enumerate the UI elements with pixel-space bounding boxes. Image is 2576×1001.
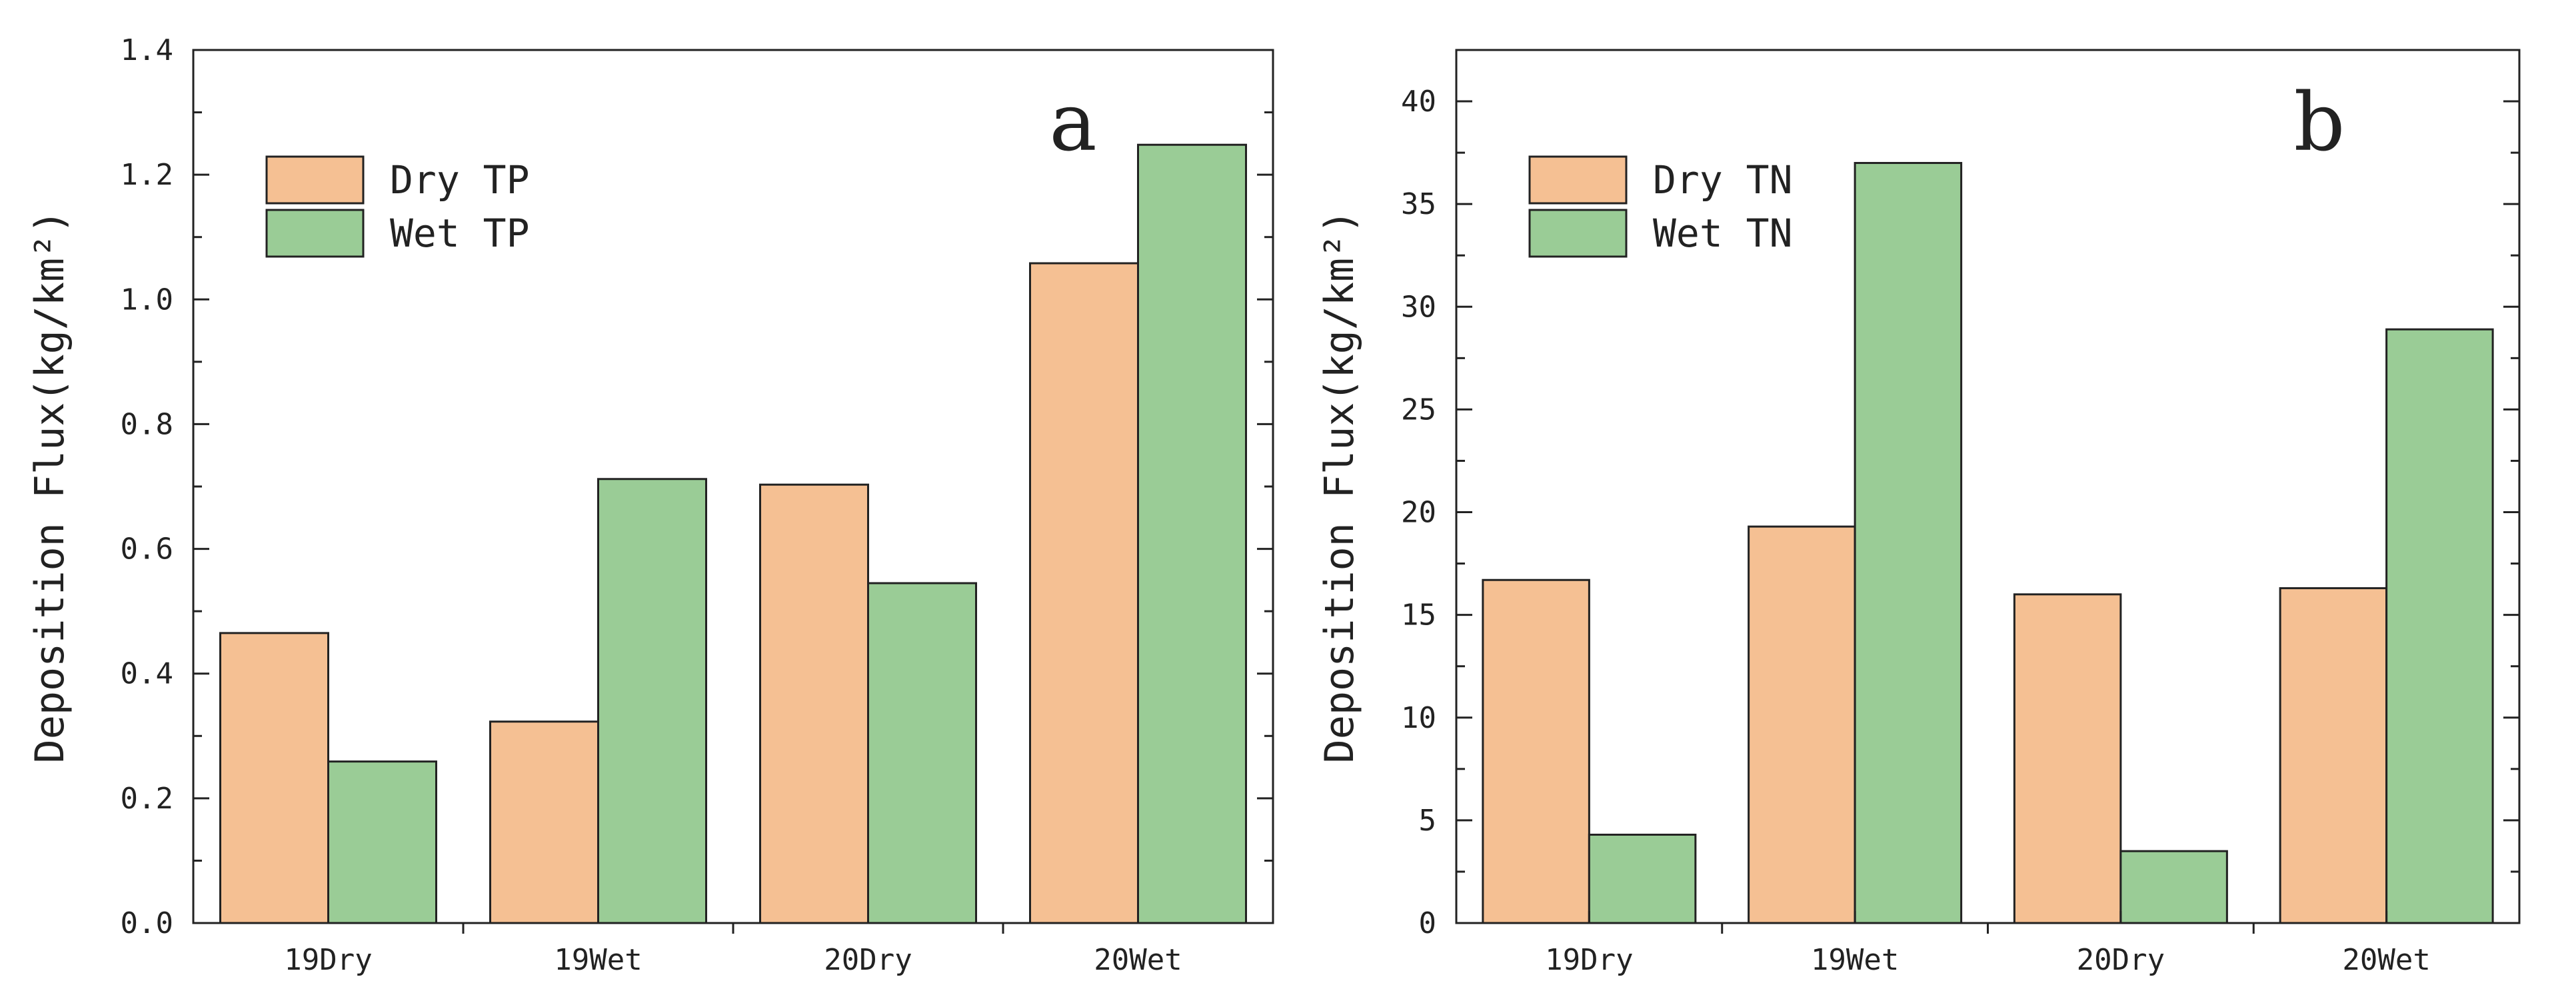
y-tick-label: 30: [1401, 290, 1436, 324]
bar-dry-tn-19wet: [1748, 525, 1856, 924]
bar-wet-tp-19dry: [327, 760, 437, 924]
y-tick-label: 1.2: [121, 158, 173, 192]
y-tick-label: 40: [1401, 85, 1436, 119]
bar-wet-tn-20dry: [2119, 850, 2228, 924]
x-tick-label: 20Wet: [2342, 943, 2430, 977]
y-tick-label: 1.4: [121, 33, 173, 67]
y-axis-title: Deposition Flux(kg/km²): [27, 210, 73, 764]
y-tick-label: 0.0: [121, 906, 173, 940]
bar-dry-tn-20dry: [2013, 593, 2122, 924]
x-tick-label: 20Wet: [1094, 943, 1182, 977]
y-tick-label: 5: [1419, 804, 1437, 838]
legend-label: Wet TN: [1653, 211, 1793, 256]
legend-swatch-wet-tn: [1528, 209, 1628, 258]
chart-panel-b: 0 5 10 15 20 25 30 35 40 19Dry 19Wet 20Dry 20Wet Depo…: [1316, 49, 2521, 977]
bar-wet-tn-19wet: [1854, 162, 1963, 924]
x-tick-label: 19Wet: [554, 943, 642, 977]
chart-panel-a: 0.0 0.2 0.4 0.6 0.8 1.0 1.2 1.4 19Dry 19Wet 20Dry 2…: [27, 33, 1274, 977]
y-tick-label: 0.2: [121, 782, 173, 816]
bar-dry-tp-19dry: [219, 632, 329, 924]
y-tick-label: 35: [1401, 187, 1436, 221]
y-tick-label: 10: [1401, 701, 1436, 735]
x-tick-label: 19Dry: [284, 943, 372, 977]
y-tick-label: 0.4: [121, 657, 173, 691]
x-tick-label: 20Dry: [824, 943, 912, 977]
bar-wet-tp-19wet: [597, 478, 707, 924]
bar-dry-tp-20wet: [1029, 262, 1139, 924]
y-tick-label: 0.6: [121, 532, 173, 566]
bar-dry-tn-19dry: [1482, 578, 1590, 924]
bar-dry-tp-19wet: [489, 720, 599, 924]
legend-label: Dry TP: [390, 157, 530, 203]
legend-swatch-dry-tp: [265, 155, 365, 205]
y-axis-title: Deposition Flux(kg/km²): [1316, 210, 1363, 764]
legend-swatch-wet-tp: [265, 209, 365, 258]
panel-label: a: [1049, 77, 1097, 169]
x-tick-label: 19Dry: [1545, 943, 1633, 977]
x-tick-label: 20Dry: [2077, 943, 2165, 977]
y-tick-label: 1.0: [121, 283, 173, 317]
legend-label: Wet TP: [390, 211, 530, 256]
panel-label: b: [2294, 77, 2345, 169]
bar-dry-tn-20wet: [2279, 587, 2388, 924]
bar-dry-tp-20dry: [759, 483, 869, 924]
x-tick-label: 19Wet: [1811, 943, 1899, 977]
bar-wet-tp-20wet: [1137, 143, 1247, 924]
bar-wet-tn-19dry: [1588, 833, 1697, 924]
y-tick-label: 25: [1401, 393, 1436, 427]
legend-swatch-dry-tn: [1528, 155, 1628, 205]
y-tick-label: 15: [1401, 598, 1436, 632]
legend-label: Dry TN: [1653, 157, 1793, 203]
bar-wet-tn-20wet: [2385, 328, 2494, 924]
y-tick-label: 0.8: [121, 407, 173, 441]
bar-wet-tp-20dry: [867, 582, 977, 924]
y-tick-label: 20: [1401, 496, 1436, 530]
y-tick-label: 0: [1419, 906, 1437, 940]
